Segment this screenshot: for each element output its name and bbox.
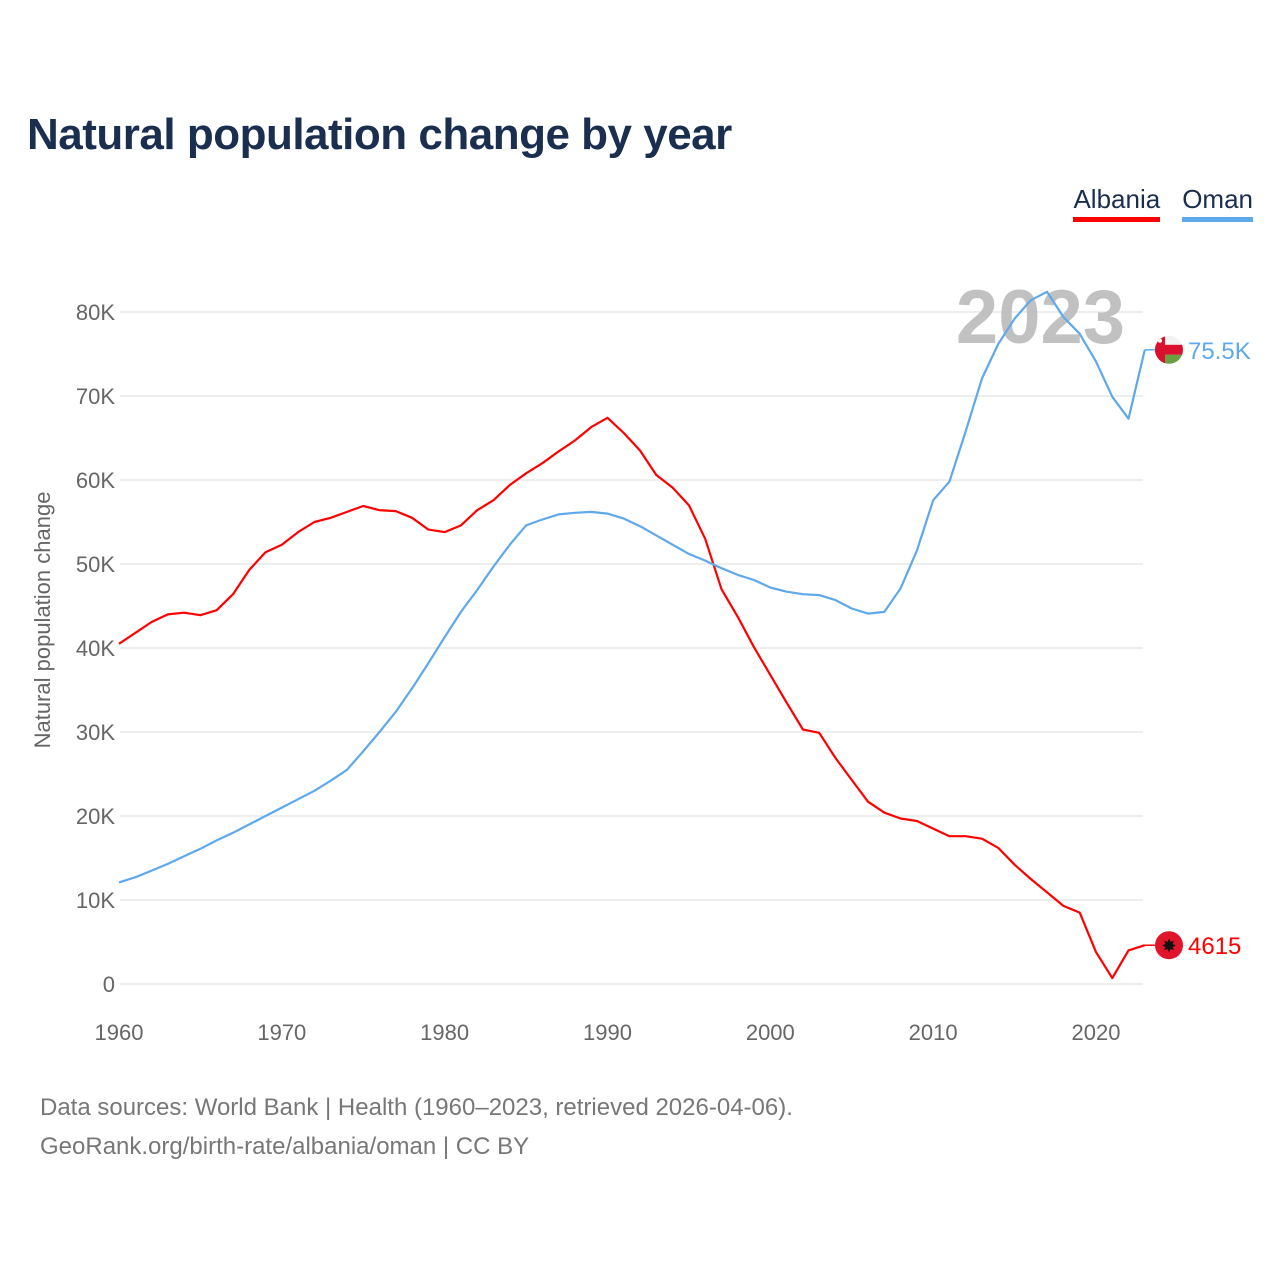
end-value-label-albania: 4615 — [1188, 933, 1241, 960]
series-line-oman — [118, 290, 1146, 884]
legend-item-albania[interactable]: Albania — [1073, 184, 1161, 222]
source-line-1: Data sources: World Bank | Health (1960–… — [40, 1094, 793, 1121]
y-tick-label: 10K — [76, 888, 115, 913]
series-line-albania — [118, 416, 1146, 980]
svg-text:✸: ✸ — [1161, 936, 1176, 956]
x-tick-label: 1960 — [95, 1020, 144, 1045]
source-note: Data sources: World Bank | Health (1960–… — [40, 1088, 793, 1166]
legend: Albania Oman — [1073, 184, 1253, 222]
x-tick-label: 1970 — [257, 1020, 306, 1045]
x-tick-label: 1980 — [420, 1020, 469, 1045]
x-tick-label: 1990 — [583, 1020, 632, 1045]
legend-item-oman[interactable]: Oman — [1182, 184, 1253, 222]
y-tick-label: 50K — [76, 552, 115, 577]
x-tick-label: 2020 — [1072, 1020, 1121, 1045]
y-axis-label: Natural population change — [30, 492, 55, 749]
y-tick-label: 40K — [76, 636, 115, 661]
y-tick-label: 80K — [76, 300, 115, 325]
x-tick-label: 2010 — [909, 1020, 958, 1045]
year-watermark: 2023 — [956, 275, 1125, 360]
chart-title: Natural population change by year — [27, 110, 732, 159]
albania-flag-icon: ✸ — [1155, 931, 1183, 960]
source-line-2[interactable]: GeoRank.org/birth-rate/albania/oman | CC… — [40, 1133, 530, 1160]
y-tick-label: 30K — [76, 720, 115, 745]
oman-flag-icon — [1155, 335, 1183, 364]
y-tick-label: 0 — [103, 972, 115, 997]
y-tick-label: 70K — [76, 384, 115, 409]
x-tick-label: 2000 — [746, 1020, 795, 1045]
y-tick-label: 20K — [76, 804, 115, 829]
end-value-label-oman: 75.5K — [1188, 338, 1251, 365]
y-tick-label: 60K — [76, 468, 115, 493]
